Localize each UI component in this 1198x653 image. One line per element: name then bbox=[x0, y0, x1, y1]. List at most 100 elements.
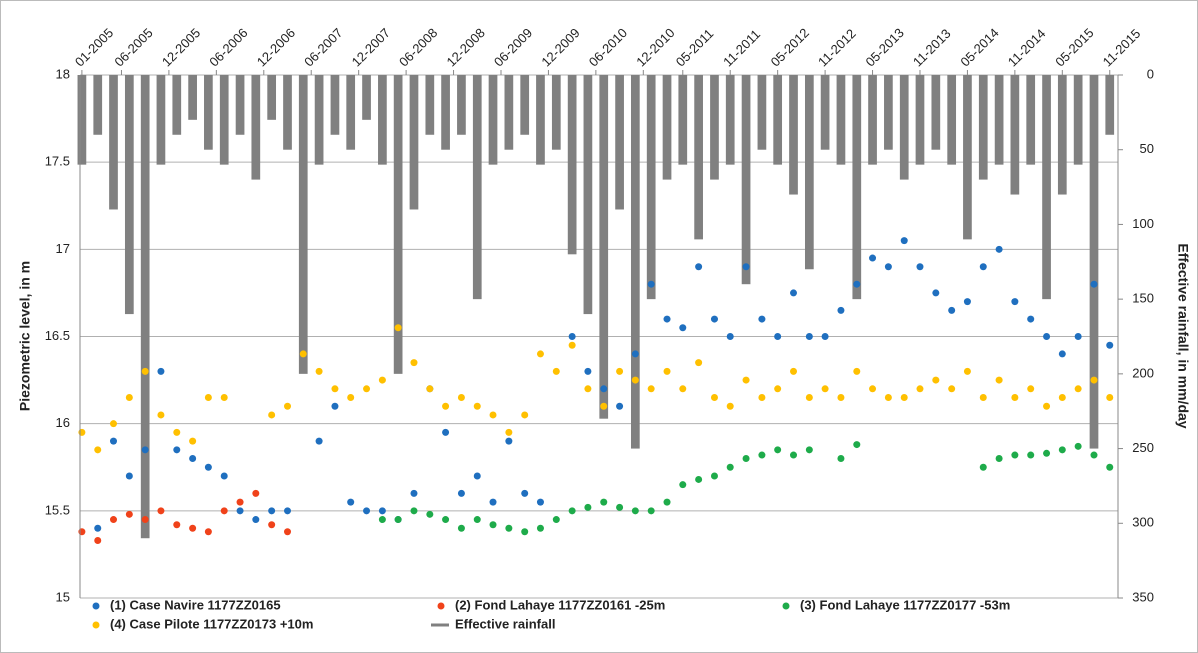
rain-bar bbox=[852, 75, 862, 300]
rain-bar bbox=[710, 75, 719, 180]
data-point bbox=[631, 376, 639, 384]
rain-bar bbox=[1057, 75, 1067, 195]
data-point bbox=[1058, 394, 1066, 402]
data-point bbox=[252, 489, 260, 497]
rain-bar bbox=[140, 75, 150, 539]
data-point bbox=[442, 402, 450, 410]
rain-bar bbox=[662, 75, 672, 180]
data-point bbox=[94, 536, 102, 544]
data-point bbox=[979, 394, 987, 402]
grid bbox=[80, 74, 1118, 599]
rain-bar bbox=[725, 75, 735, 165]
data-point bbox=[600, 385, 608, 393]
data-point bbox=[521, 411, 529, 419]
legend-swatch bbox=[782, 602, 790, 610]
rain-bar bbox=[868, 75, 877, 165]
legend-text: (4) Case Pilote 1177ZZ0173 +10m bbox=[110, 616, 313, 631]
data-point bbox=[1074, 385, 1082, 393]
rain-bar bbox=[994, 75, 1004, 165]
data-point bbox=[568, 341, 576, 349]
data-point bbox=[647, 507, 655, 515]
data-point bbox=[726, 402, 734, 410]
data-point bbox=[774, 446, 782, 454]
data-point bbox=[189, 437, 197, 445]
data-point bbox=[853, 441, 861, 449]
data-point bbox=[252, 516, 260, 524]
data-point bbox=[679, 481, 687, 489]
rain-bar bbox=[219, 75, 229, 165]
y2-tick-label: 0 bbox=[1147, 66, 1154, 81]
rain-bar bbox=[1026, 75, 1036, 165]
data-point bbox=[1027, 451, 1035, 459]
rain-bar bbox=[425, 75, 435, 135]
data-point bbox=[1011, 298, 1019, 306]
legend-swatch bbox=[92, 602, 100, 610]
rain-bar bbox=[251, 75, 261, 180]
data-point bbox=[552, 516, 560, 524]
rain-bar bbox=[124, 75, 134, 315]
data-point bbox=[94, 446, 102, 454]
data-point bbox=[378, 376, 386, 384]
rain-bar bbox=[599, 75, 609, 419]
rain-bar bbox=[757, 75, 767, 150]
rain-bar bbox=[1073, 75, 1083, 165]
y-tick-label: 16 bbox=[56, 415, 70, 430]
rain-bar bbox=[820, 75, 830, 150]
data-point bbox=[584, 503, 592, 511]
data-point bbox=[489, 411, 497, 419]
data-point bbox=[410, 359, 418, 367]
data-point bbox=[315, 367, 323, 375]
legend-text: Effective rainfall bbox=[455, 616, 555, 631]
data-point bbox=[710, 394, 718, 402]
y2-tick-label: 350 bbox=[1132, 589, 1154, 604]
data-point bbox=[473, 402, 481, 410]
y2-tick-label: 250 bbox=[1132, 440, 1154, 455]
data-point bbox=[631, 507, 639, 515]
data-point bbox=[805, 446, 813, 454]
data-point bbox=[869, 385, 877, 393]
data-point bbox=[742, 263, 750, 271]
data-point bbox=[742, 376, 750, 384]
data-point bbox=[315, 437, 323, 445]
data-point bbox=[299, 350, 307, 358]
data-point bbox=[521, 528, 529, 536]
rain-bar bbox=[488, 75, 498, 165]
data-point bbox=[536, 498, 544, 506]
data-point bbox=[141, 367, 149, 375]
y2-tick-label: 150 bbox=[1132, 291, 1154, 306]
data-point bbox=[758, 394, 766, 402]
data-point bbox=[109, 437, 117, 445]
data-point bbox=[426, 510, 434, 518]
data-point bbox=[1043, 402, 1051, 410]
data-point bbox=[473, 472, 481, 480]
data-point bbox=[916, 385, 924, 393]
data-point bbox=[141, 516, 149, 524]
data-point bbox=[410, 507, 418, 515]
rain-bar bbox=[1105, 75, 1115, 135]
data-point bbox=[1043, 449, 1051, 457]
data-point bbox=[647, 385, 655, 393]
rain-bar bbox=[915, 75, 925, 165]
data-point bbox=[204, 394, 212, 402]
rain-bar bbox=[947, 75, 957, 165]
rain-bar bbox=[109, 75, 118, 210]
data-point bbox=[1011, 451, 1019, 459]
data-point bbox=[189, 455, 197, 463]
legend-swatch bbox=[92, 621, 100, 629]
data-point bbox=[758, 451, 766, 459]
data-point bbox=[647, 280, 655, 288]
data-point bbox=[853, 280, 861, 288]
data-point bbox=[963, 367, 971, 375]
data-point bbox=[173, 446, 181, 454]
y-tick-label: 18 bbox=[56, 66, 70, 81]
data-point bbox=[284, 507, 292, 515]
data-point bbox=[220, 394, 228, 402]
y-tick-label: 17.5 bbox=[45, 154, 70, 169]
rain-bar bbox=[978, 75, 988, 180]
data-point bbox=[378, 507, 386, 515]
data-point bbox=[758, 315, 766, 323]
legend-text: (2) Fond Lahaye 1177ZZ0161 -25m bbox=[455, 597, 665, 612]
rain-bar bbox=[963, 75, 972, 240]
data-point bbox=[568, 507, 576, 515]
data-point bbox=[995, 455, 1003, 463]
